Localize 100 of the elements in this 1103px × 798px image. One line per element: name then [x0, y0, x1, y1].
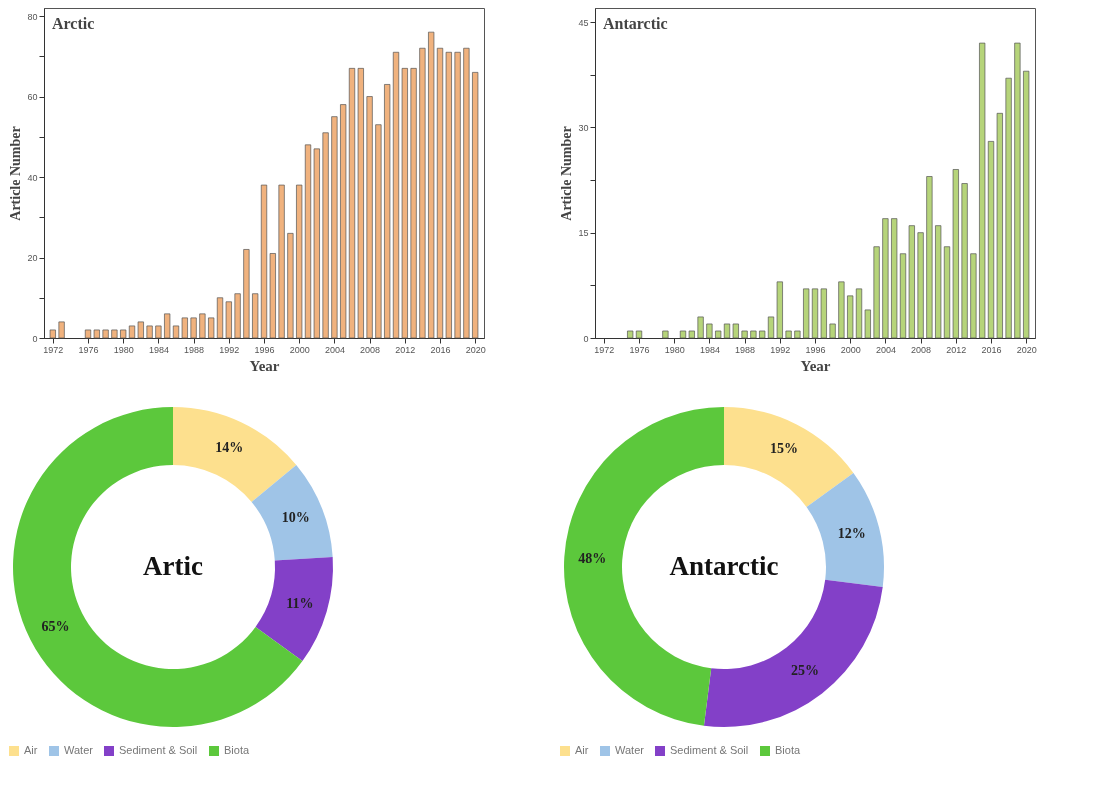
bar [1014, 42, 1021, 339]
x-tick-label: 2020 [1016, 344, 1037, 355]
legend-label: Sediment & Soil [670, 744, 749, 756]
bar [979, 42, 986, 339]
bar [366, 96, 373, 339]
y-tick-label: 0 [32, 333, 38, 344]
bar [759, 330, 766, 339]
bar [803, 288, 810, 339]
legend-label: Air [575, 744, 589, 756]
bar [340, 104, 347, 339]
x-tick-label: 1984 [699, 344, 720, 355]
bar [128, 325, 136, 339]
bar [296, 184, 303, 339]
x-tick-label: 1976 [78, 344, 99, 355]
bar [331, 116, 338, 339]
bar [392, 51, 400, 339]
bar [93, 329, 100, 339]
bar [785, 330, 792, 339]
x-tick-label: 2008 [911, 344, 932, 355]
y-tick-label: 45 [578, 17, 589, 28]
bar [111, 329, 118, 339]
bar [428, 31, 435, 339]
x-tick-label: 1972 [43, 344, 64, 355]
bar [891, 218, 898, 339]
data-label: 10% [281, 510, 310, 526]
y-tick-label: 0 [583, 333, 589, 344]
x-tick-label: 1992 [219, 344, 240, 355]
bar [882, 218, 889, 339]
bar [304, 144, 312, 339]
bar [847, 295, 854, 339]
bar [243, 249, 250, 339]
data-label: 65% [41, 618, 70, 634]
y-tick-label: 40 [27, 172, 38, 183]
bar [750, 330, 757, 339]
bar [688, 330, 695, 339]
bar [410, 68, 417, 339]
bar [454, 51, 461, 339]
bar [855, 288, 863, 339]
bar [146, 325, 153, 339]
legend-label: Water [64, 744, 94, 756]
bar [873, 246, 880, 339]
data-label: 12% [837, 526, 866, 542]
bar [697, 316, 704, 339]
y-tick-label: 80 [27, 11, 38, 22]
bar [820, 288, 827, 339]
x-tick-label: 1980 [664, 344, 685, 355]
data-label: 25% [790, 663, 819, 679]
bar [741, 330, 748, 339]
x-tick-label: 2012 [946, 344, 967, 355]
bar [84, 329, 92, 339]
bar [1005, 77, 1012, 339]
bar [635, 330, 643, 339]
bar [137, 321, 144, 339]
y-tick-label: 30 [578, 122, 589, 133]
y-tick-label: 60 [27, 92, 38, 103]
x-tick-label: 1988 [735, 344, 756, 355]
bar [463, 47, 470, 339]
x-tick-label: 1988 [184, 344, 205, 355]
bar [1023, 70, 1030, 339]
bar [794, 330, 801, 339]
bar [216, 297, 224, 339]
bar [706, 323, 713, 339]
bar [164, 313, 171, 339]
bar [181, 317, 188, 339]
x-axis-title: Year [800, 357, 831, 374]
bar [715, 330, 722, 339]
bar [384, 84, 391, 339]
bar [172, 325, 180, 339]
y-axis-title: Article Number [559, 126, 575, 221]
y-tick-label: 15 [578, 228, 589, 239]
bar [278, 184, 285, 339]
legend-label: Air [24, 744, 38, 756]
bar [58, 321, 65, 339]
data-label: 48% [578, 550, 607, 566]
bar [996, 112, 1003, 339]
text: Artic [143, 551, 203, 581]
x-tick-label: 1996 [805, 344, 826, 355]
bar [102, 329, 109, 339]
bar [49, 329, 56, 339]
bar [260, 184, 268, 339]
x-tick-label: 2000 [289, 344, 310, 355]
bar [908, 225, 915, 339]
x-tick-label: 2000 [840, 344, 861, 355]
bar [864, 309, 871, 339]
bar [375, 124, 382, 339]
bar [987, 141, 995, 339]
bar [287, 233, 294, 339]
bar [838, 281, 845, 339]
bar [199, 313, 206, 339]
y-axis-title: Article Number [8, 126, 24, 221]
x-tick-label: 2020 [465, 344, 486, 355]
chart-title: Antarctic [603, 15, 668, 32]
bar [357, 68, 364, 339]
bar [917, 232, 924, 339]
bar [445, 51, 452, 339]
data-label: 15% [769, 441, 798, 457]
bar [155, 325, 162, 339]
bar [776, 281, 783, 339]
bar [926, 176, 933, 339]
data-label: 14% [215, 439, 244, 455]
